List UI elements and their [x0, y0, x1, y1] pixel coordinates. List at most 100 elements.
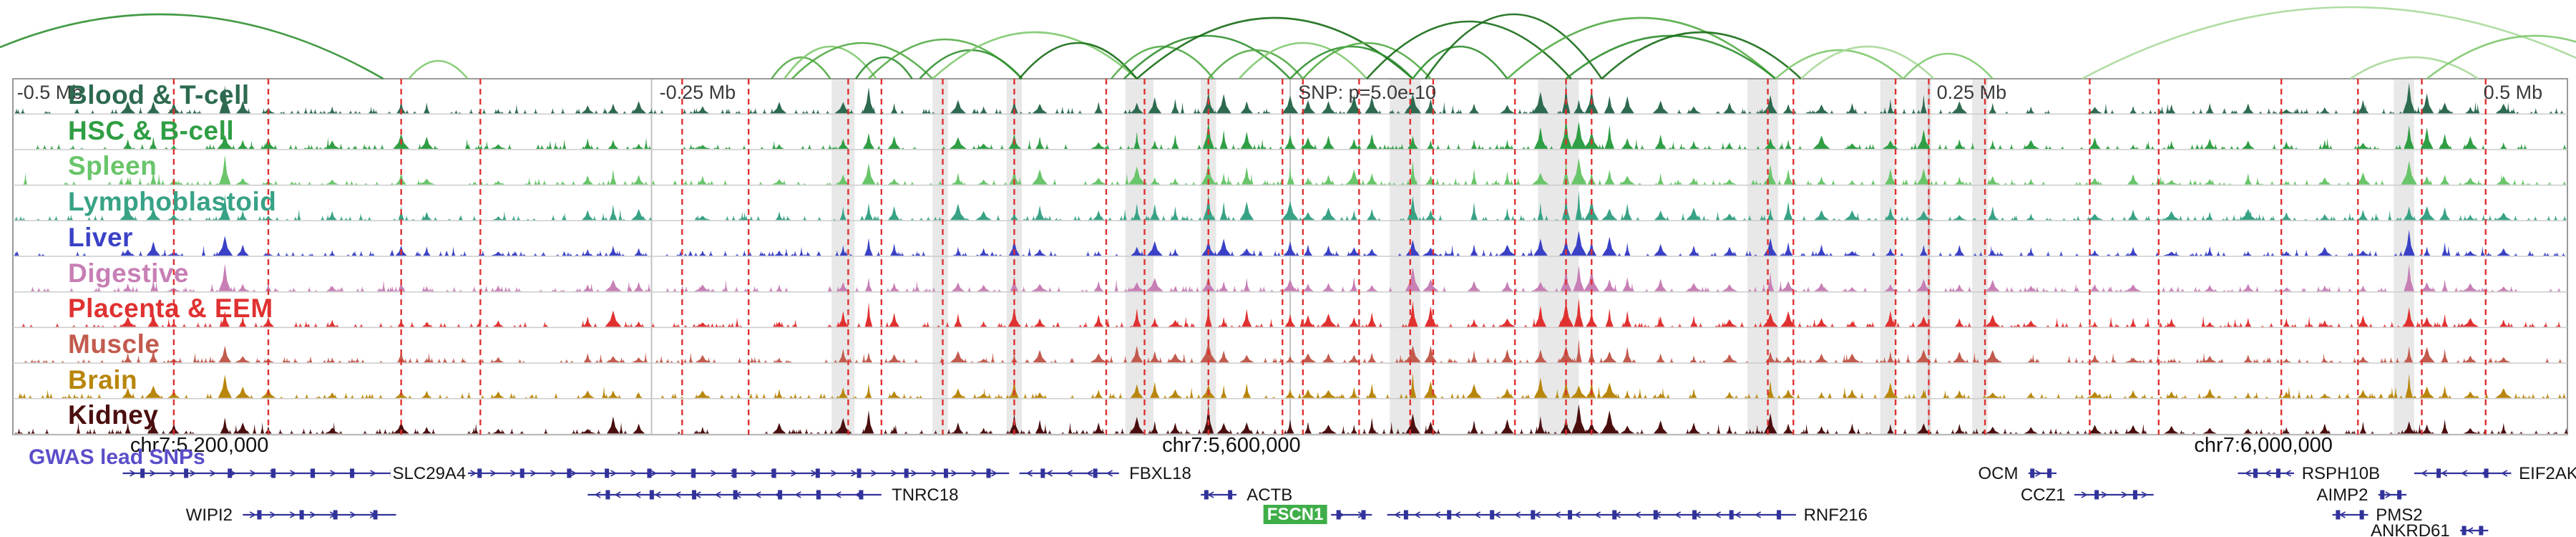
interaction-arc	[1902, 52, 1994, 79]
strand-arrow-icon	[1394, 511, 1401, 518]
strand-arrow-icon	[249, 511, 256, 518]
exon	[605, 490, 610, 500]
exon	[859, 490, 864, 500]
signal-track-spleen	[13, 155, 2567, 185]
strand-arrow-icon	[1594, 511, 1601, 518]
strand-arrow-icon	[834, 491, 841, 498]
coordinate-label-chr7-5-200-000: chr7:5,200,000	[130, 434, 269, 457]
exon	[732, 468, 737, 478]
gene-label: RNF216	[1804, 505, 1868, 525]
exon	[257, 510, 262, 520]
strand-arrow-icon	[1735, 511, 1742, 518]
gene-label: FSCN1	[1267, 505, 1324, 524]
interaction-arc	[1289, 45, 1414, 79]
interaction-arc	[0, 13, 384, 80]
gene-label: FBXL18	[1129, 464, 1191, 483]
exon	[1093, 468, 1098, 478]
strand-arrow-icon	[991, 470, 998, 477]
exon	[228, 468, 233, 478]
strand-arrow-icon	[1554, 511, 1561, 518]
interaction-arcs	[0, 6, 2576, 80]
strand-arrow-icon	[891, 470, 898, 477]
strand-arrow-icon	[650, 470, 658, 477]
strand-arrow-icon	[811, 470, 818, 477]
track-label-placenta-eem: Placenta & EEM	[68, 294, 273, 324]
strand-arrow-icon	[1025, 470, 1033, 477]
strand-arrow-icon	[630, 470, 638, 477]
track-label-blood-t-cell: Blood & T-cell	[68, 80, 250, 110]
track-label-liver: Liver	[68, 222, 133, 252]
exon	[1447, 510, 1452, 520]
exon	[2275, 468, 2280, 478]
axis-label-0-25-mb: 0.25 Mb	[1936, 82, 2007, 103]
strand-arrow-icon	[1454, 511, 1461, 518]
strand-arrow-icon	[230, 470, 237, 477]
exon	[1490, 510, 1495, 520]
strand-arrow-icon	[1694, 511, 1702, 518]
strand-arrow-icon	[349, 511, 356, 518]
interaction-arc	[1775, 49, 1904, 79]
strand-arrow-icon	[1654, 511, 1662, 518]
interaction-arc	[2426, 34, 2576, 80]
coordinate-label-chr7-6-000-000: chr7:6,000,000	[2194, 434, 2333, 457]
gene-fbxl18: FBXL18	[1019, 464, 1191, 483]
gene-label: ACTB	[1246, 485, 1292, 505]
strand-arrow-icon	[2461, 470, 2468, 477]
strand-arrow-icon	[1085, 470, 1093, 477]
interaction-arc	[1207, 49, 1304, 79]
strand-arrow-icon	[1414, 511, 1421, 518]
exon	[771, 468, 776, 478]
exon	[271, 468, 276, 478]
strand-arrow-icon	[711, 470, 718, 477]
strand-arrow-icon	[694, 491, 701, 498]
strand-arrow-icon	[1357, 511, 1365, 518]
strand-arrow-icon	[290, 470, 297, 477]
interaction-arc	[1123, 34, 1291, 79]
track-label-kidney: Kidney	[68, 400, 159, 430]
strand-arrow-icon	[2081, 491, 2088, 498]
exon	[184, 468, 189, 478]
strand-arrow-icon	[610, 470, 618, 477]
exon	[605, 468, 610, 478]
strand-arrow-icon	[2385, 491, 2392, 498]
strand-arrow-icon	[130, 470, 137, 477]
gene-actb: ACTB	[1201, 485, 1292, 505]
strand-arrow-icon	[670, 470, 678, 477]
exon	[567, 468, 572, 478]
exon	[1531, 510, 1536, 520]
gwas-lead-snps-label: GWAS lead SNPs	[29, 445, 205, 469]
axis-label-0-25-mb: -0.25 Mb	[659, 82, 736, 103]
strand-arrow-icon	[490, 470, 497, 477]
gene-ankrd61: ANKRD61	[2371, 521, 2489, 537]
gene-label: WIPI2	[186, 505, 233, 525]
strand-arrow-icon	[794, 491, 801, 498]
track-label-digestive: Digestive	[68, 258, 190, 288]
interaction-arc	[791, 42, 934, 79]
exon	[1568, 510, 1573, 520]
strand-arrow-icon	[1106, 470, 1113, 477]
interaction-arc	[1111, 45, 1214, 79]
gene-label: TNRC18	[892, 485, 958, 505]
exon	[1204, 490, 1209, 500]
strand-arrow-icon	[1574, 511, 1581, 518]
strand-arrow-icon	[714, 491, 721, 498]
interaction-arc	[784, 45, 877, 79]
strand-arrow-icon	[330, 470, 337, 477]
exon	[2336, 510, 2341, 520]
strand-arrow-icon	[594, 491, 601, 498]
exon	[2030, 468, 2035, 478]
strand-arrow-icon	[774, 491, 781, 498]
exon	[986, 468, 991, 478]
strand-arrow-icon	[1614, 511, 1621, 518]
gene-annotations: SLC29A4 FBXL18 OCM RSPH10B EIF2AK1 TNRC18 ACTB…	[122, 464, 2576, 537]
strand-arrow-icon	[751, 470, 758, 477]
strand-arrow-icon	[2121, 491, 2128, 498]
gene-slc29a4: SLC29A4	[122, 464, 1010, 483]
strand-arrow-icon	[2101, 491, 2108, 498]
strand-arrow-icon	[1634, 511, 1641, 518]
strand-arrow-icon	[2501, 470, 2508, 477]
strand-arrow-icon	[854, 491, 862, 498]
strand-arrow-icon	[971, 470, 978, 477]
strand-arrow-icon	[350, 470, 357, 477]
